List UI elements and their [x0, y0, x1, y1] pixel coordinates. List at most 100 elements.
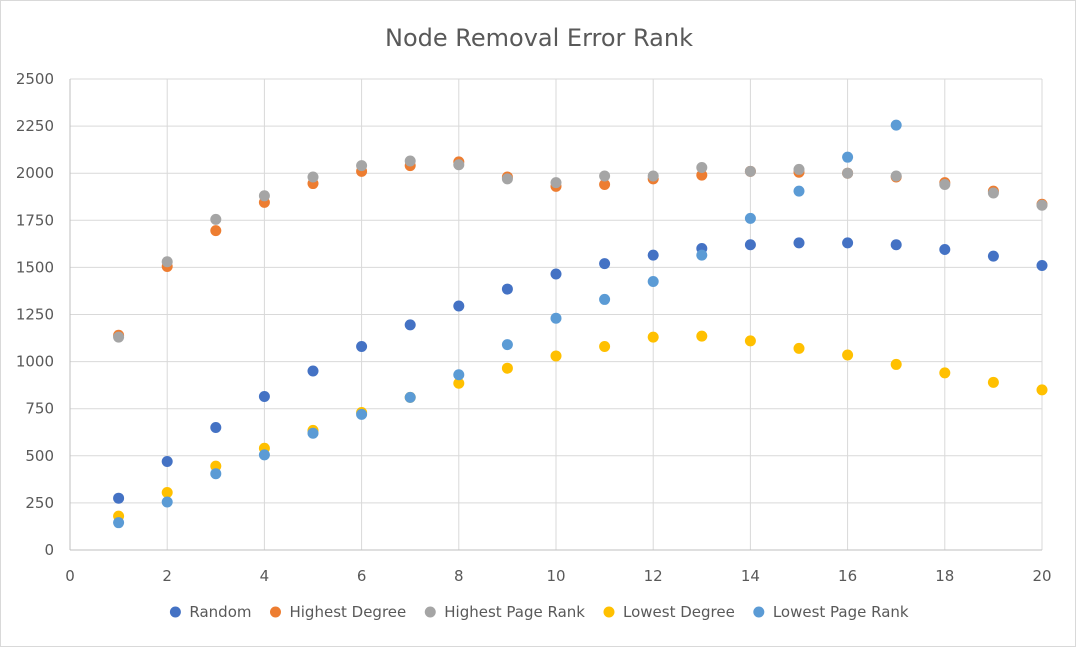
- x-tick-label: 4: [260, 567, 270, 585]
- data-point: [501, 362, 513, 374]
- x-tick-label: 16: [838, 567, 857, 585]
- data-point: [113, 331, 125, 343]
- data-point: [210, 468, 222, 480]
- data-point: [161, 256, 173, 268]
- x-tick-label: 20: [1032, 567, 1051, 585]
- data-point: [307, 427, 319, 439]
- data-point: [647, 276, 659, 288]
- legend-marker: [169, 606, 181, 618]
- y-tick-label: 2250: [16, 117, 54, 135]
- x-tick-label: 18: [935, 567, 954, 585]
- data-point: [356, 341, 368, 353]
- data-point: [210, 213, 222, 225]
- y-tick-label: 0: [44, 541, 54, 559]
- data-point: [987, 376, 999, 388]
- axes: 0 250 500 750 1000 1250 1500 1750 2000 2250 2500 0 2…: [16, 70, 1052, 585]
- data-point: [793, 163, 805, 175]
- legend-marker: [424, 606, 436, 618]
- y-tick-label: 1000: [16, 353, 54, 371]
- legend-label: Highest Degree: [289, 603, 406, 621]
- data-point: [210, 225, 222, 237]
- data-point: [696, 249, 708, 261]
- data-point: [161, 455, 173, 467]
- data-point: [453, 300, 465, 312]
- data-point: [550, 177, 562, 189]
- y-tick-label: 250: [25, 494, 54, 512]
- x-tick-label: 8: [454, 567, 464, 585]
- data-points: [113, 119, 1048, 529]
- data-point: [890, 239, 902, 251]
- legend: Random Highest Degree Highest Page Rank Low…: [169, 603, 909, 621]
- data-point: [939, 244, 951, 256]
- data-point: [1036, 199, 1048, 211]
- data-point: [793, 342, 805, 354]
- data-point: [842, 151, 854, 163]
- data-point: [599, 293, 611, 305]
- data-point: [404, 319, 416, 331]
- x-tick-label: 14: [741, 567, 760, 585]
- y-tick-label: 500: [25, 447, 54, 465]
- data-point: [890, 119, 902, 131]
- data-point: [696, 169, 708, 181]
- data-point: [356, 160, 368, 172]
- x-tick-label: 12: [644, 567, 663, 585]
- data-point: [161, 496, 173, 508]
- data-point: [744, 335, 756, 347]
- data-point: [842, 167, 854, 179]
- data-point: [599, 170, 611, 182]
- data-point: [258, 190, 270, 202]
- data-point: [647, 331, 659, 343]
- data-point: [161, 487, 173, 499]
- y-tick-label: 1250: [16, 306, 54, 324]
- data-point: [307, 171, 319, 183]
- data-point: [404, 155, 416, 167]
- y-tick-label: 1750: [16, 211, 54, 229]
- data-point: [113, 517, 125, 529]
- data-point: [1036, 384, 1048, 396]
- data-point: [210, 460, 222, 472]
- data-point: [453, 377, 465, 389]
- data-point: [890, 358, 902, 370]
- data-point: [987, 250, 999, 262]
- legend-label: Lowest Page Rank: [773, 603, 909, 621]
- data-point: [307, 365, 319, 377]
- data-point: [210, 422, 222, 434]
- legend-label: Highest Page Rank: [444, 603, 585, 621]
- data-point: [599, 258, 611, 270]
- data-point: [696, 162, 708, 174]
- data-point: [793, 237, 805, 249]
- x-tick-label: 6: [357, 567, 367, 585]
- data-point: [501, 339, 513, 351]
- y-tick-label: 2000: [16, 164, 54, 182]
- legend-marker: [603, 606, 615, 618]
- legend-label: Lowest Degree: [623, 603, 735, 621]
- data-point: [501, 173, 513, 185]
- data-point: [501, 283, 513, 295]
- data-point: [744, 165, 756, 177]
- data-point: [842, 349, 854, 361]
- data-point: [258, 390, 270, 402]
- data-point: [550, 350, 562, 362]
- data-point: [599, 179, 611, 191]
- data-point: [793, 185, 805, 197]
- data-point: [647, 170, 659, 182]
- y-tick-label: 2500: [16, 70, 54, 88]
- data-point: [647, 249, 659, 261]
- data-point: [404, 391, 416, 403]
- x-tick-label: 0: [65, 567, 75, 585]
- data-point: [550, 268, 562, 280]
- y-tick-label: 1500: [16, 258, 54, 276]
- data-point: [258, 449, 270, 461]
- data-point: [890, 170, 902, 182]
- data-point: [453, 159, 465, 171]
- data-point: [453, 369, 465, 381]
- x-tick-label: 10: [546, 567, 565, 585]
- data-point: [113, 492, 125, 504]
- data-point: [939, 367, 951, 379]
- data-point: [744, 212, 756, 224]
- data-point: [1036, 260, 1048, 272]
- legend-marker: [269, 606, 281, 618]
- data-point: [599, 341, 611, 353]
- legend-marker: [753, 606, 765, 618]
